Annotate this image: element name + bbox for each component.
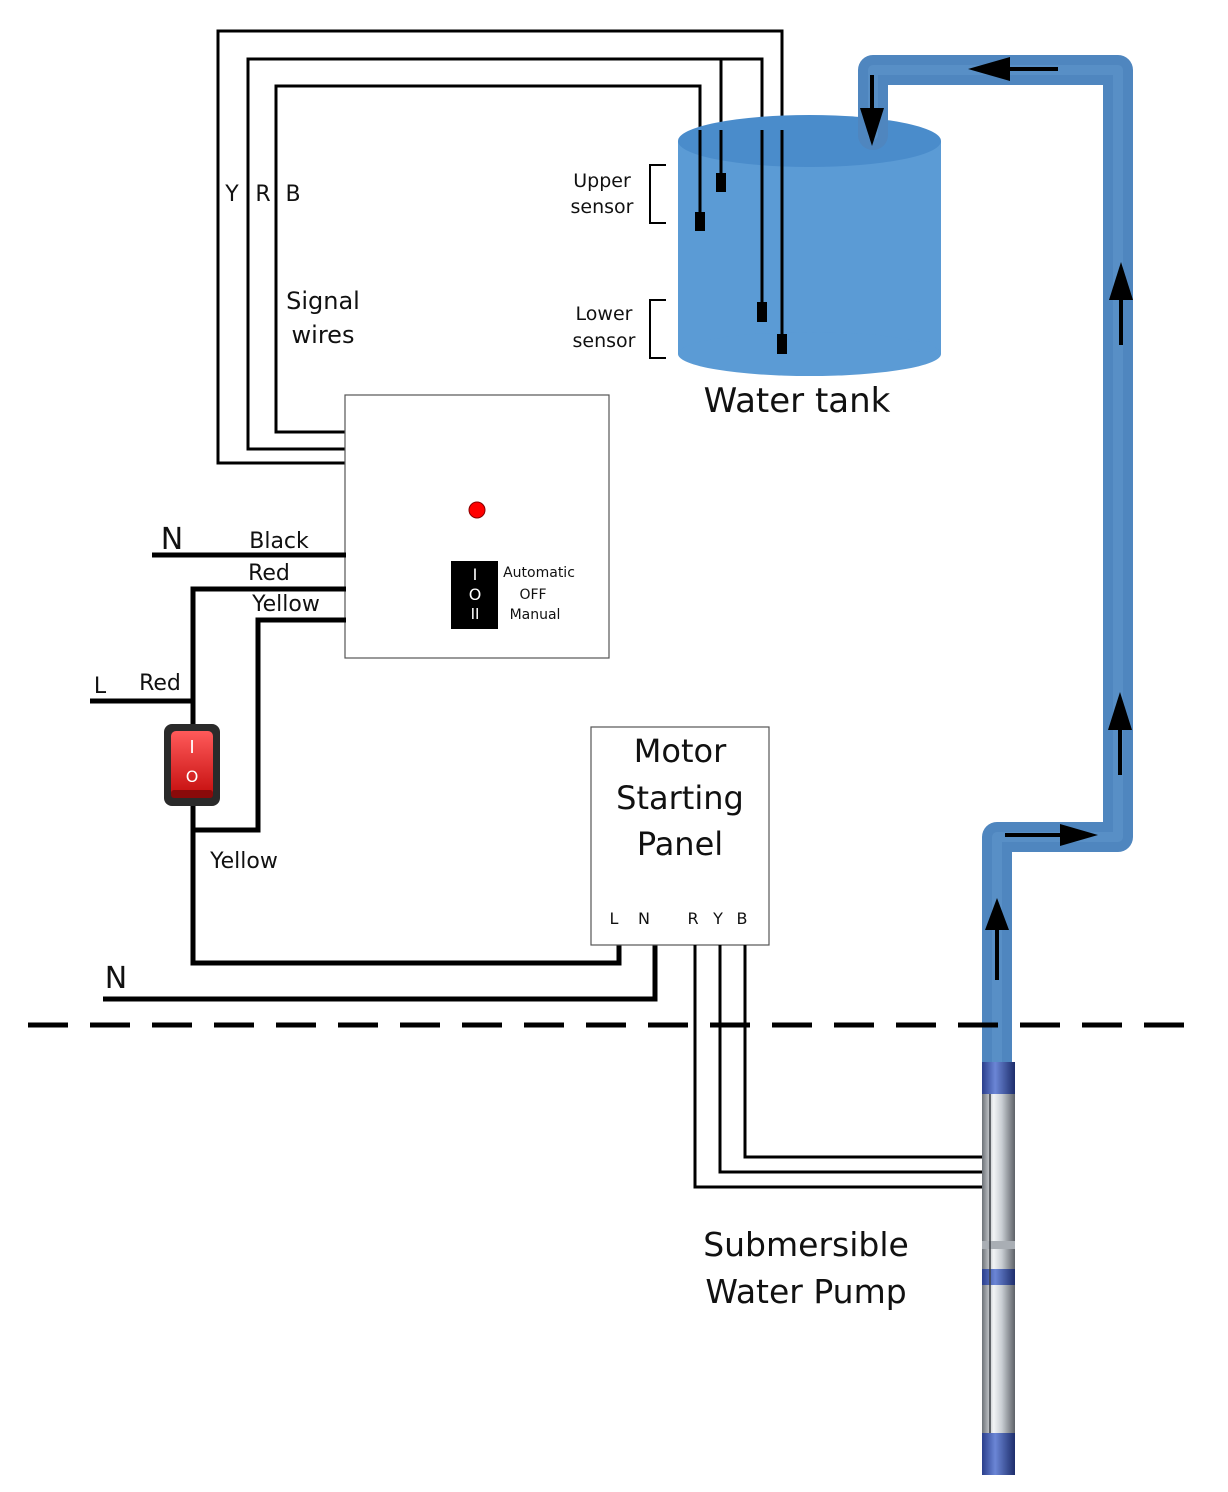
signal-letter-r: R: [255, 182, 270, 207]
neutral-bottom-label: N: [105, 961, 127, 996]
pump-label-2: Water Pump: [705, 1272, 906, 1311]
mode-switch-pos-2: O: [469, 585, 482, 604]
terminal-y: Y: [712, 909, 723, 928]
arrow-up-icon: [1109, 262, 1133, 345]
lower-sensor-label-2: sensor: [573, 330, 636, 352]
indicator-light: [468, 501, 486, 519]
pump-cables: [693, 945, 985, 1189]
mode-switch-pos-3: II: [471, 605, 480, 623]
water-tank: [678, 115, 941, 376]
mode-automatic-label: Automatic: [503, 565, 575, 581]
terminal-l: L: [610, 909, 619, 928]
arrow-up-icon: [985, 898, 1009, 980]
red-wire-label-top: Red: [248, 561, 290, 586]
mode-off-label: OFF: [519, 587, 546, 603]
motor-panel-title-1: Motor: [634, 732, 727, 770]
signal-letter-b: B: [285, 182, 300, 207]
main-switch-on-symbol: I: [189, 737, 194, 758]
upper-sensor-label-2: sensor: [571, 196, 634, 218]
tank-body: [678, 141, 941, 354]
yellow-wire-label-bottom: Yellow: [209, 849, 278, 874]
switched-live-wire: [190, 800, 622, 966]
upper-sensor-probe-1: [716, 173, 726, 192]
neutral-top-label: N: [161, 522, 183, 557]
pump-mid-band: [982, 1269, 1015, 1285]
main-switch[interactable]: I O: [164, 724, 220, 806]
submersible-pump: [982, 1062, 1015, 1475]
mode-manual-label: Manual: [510, 607, 561, 623]
yellow-wire: [193, 617, 346, 833]
lower-sensor-probe-2: [777, 334, 787, 354]
live-label: L: [94, 674, 107, 699]
main-switch-off-symbol: O: [186, 767, 199, 786]
lower-sensor-label-1: Lower: [576, 303, 633, 325]
flow-arrows: [860, 57, 1133, 980]
pump-label-1: Submersible: [703, 1225, 909, 1264]
water-tank-label: Water tank: [704, 381, 891, 421]
pump-cable-r: [693, 945, 985, 1189]
sensor-brackets: [649, 164, 666, 359]
neutral-wire-bottom: [103, 945, 658, 1002]
upper-sensor-bracket: [649, 164, 666, 224]
arrow-right-icon: [1005, 824, 1098, 846]
signal-letter-y: Y: [224, 182, 239, 207]
motor-panel-title-3: Panel: [637, 825, 723, 863]
terminal-n: N: [638, 909, 650, 928]
black-wire-label: Black: [249, 529, 309, 554]
pump-band: [982, 1241, 1015, 1249]
terminal-b: B: [737, 909, 748, 928]
red-wire: [190, 586, 346, 730]
upper-sensor-probe-2: [695, 212, 705, 231]
yellow-wire-label-top: Yellow: [251, 592, 320, 617]
mode-switch-pos-1: I: [473, 565, 478, 584]
motor-panel-title-2: Starting: [616, 779, 744, 817]
arrow-up-icon: [1108, 692, 1132, 775]
pump-cable-y: [718, 945, 985, 1174]
mode-switch[interactable]: [451, 561, 498, 629]
main-switch-shadow: [171, 790, 213, 798]
supply-wires: [90, 552, 658, 1002]
lower-sensor-bracket: [649, 299, 666, 359]
signal-wire-b-upper: [274, 84, 702, 434]
pump-top-cap: [982, 1062, 1015, 1094]
labels: Y R B Signal wires Upper sensor Lower se…: [94, 170, 909, 1311]
motor-starting-panel: Motor Starting Panel L N R Y B: [590, 726, 770, 946]
signal-wires-label-1: Signal: [286, 287, 360, 315]
signal-wires-label-2: wires: [292, 321, 355, 349]
tank-top: [678, 115, 941, 167]
motor-panel-box: [590, 726, 770, 946]
tank-bottom: [678, 332, 941, 376]
main-switch-rocker[interactable]: [171, 731, 213, 797]
lower-sensor-probe-1: [757, 302, 767, 322]
arrow-down-icon: [860, 75, 884, 146]
pump-body-upper: [982, 1094, 1015, 1269]
arrow-left-icon: [968, 57, 1058, 81]
upper-sensor-label-1: Upper: [573, 170, 631, 192]
pump-bottom-cap: [982, 1433, 1015, 1475]
red-wire-label-left: Red: [139, 671, 181, 696]
terminal-r: R: [687, 909, 698, 928]
pump-cable-b: [743, 945, 985, 1159]
level-controller: I O II Automatic OFF Manual: [344, 394, 610, 659]
pump-body-lower: [982, 1285, 1015, 1433]
